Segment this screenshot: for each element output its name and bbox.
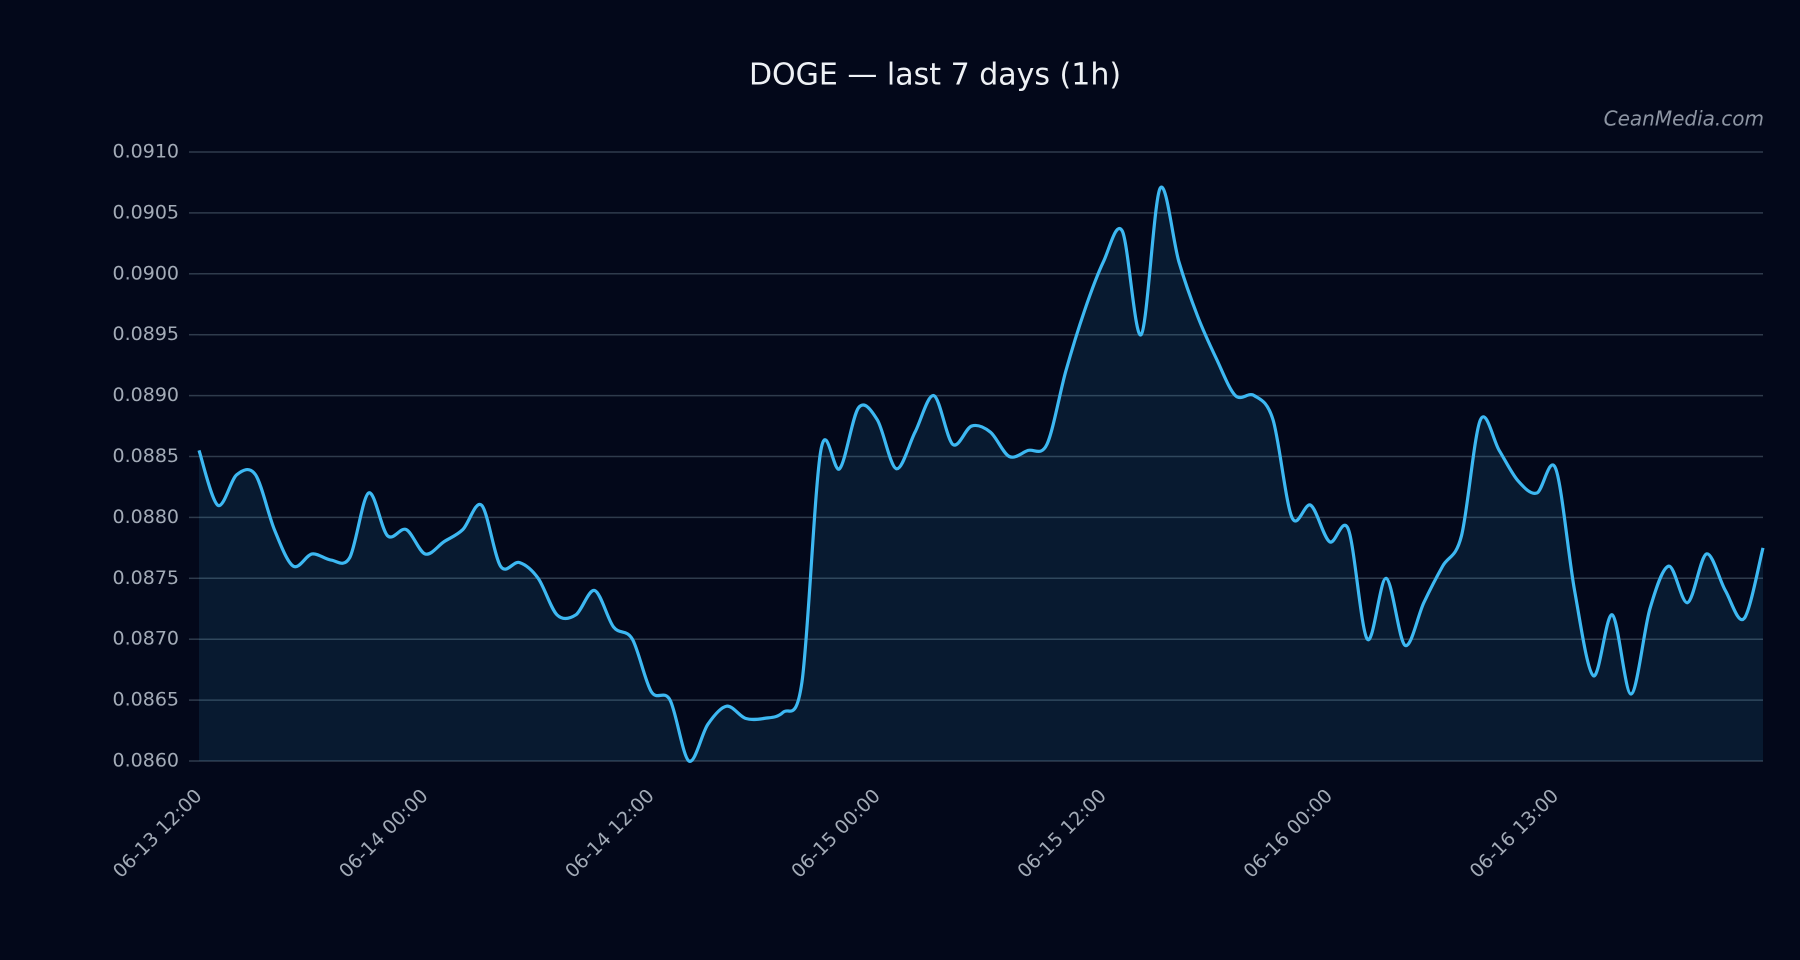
y-tick-label: 0.0885	[113, 445, 179, 467]
y-tick-label: 0.0880	[113, 506, 179, 528]
y-tick-label: 0.0875	[113, 567, 179, 589]
y-tick-label: 0.0895	[113, 323, 179, 345]
y-tick-label: 0.0870	[113, 628, 179, 650]
watermark: CeanMedia.com	[1604, 107, 1764, 131]
area-fill	[199, 187, 1763, 762]
y-tick-label: 0.0865	[113, 689, 179, 711]
y-tick-label: 0.0860	[113, 750, 179, 772]
y-tick-label: 0.0890	[113, 384, 179, 406]
y-tick-label: 0.0910	[113, 141, 179, 163]
price-line	[197, 185, 1765, 763]
y-tick-label: 0.0900	[113, 262, 179, 284]
chart-title: DOGE — last 7 days (1h)	[749, 58, 1121, 93]
y-tick-label: 0.0905	[113, 201, 179, 223]
